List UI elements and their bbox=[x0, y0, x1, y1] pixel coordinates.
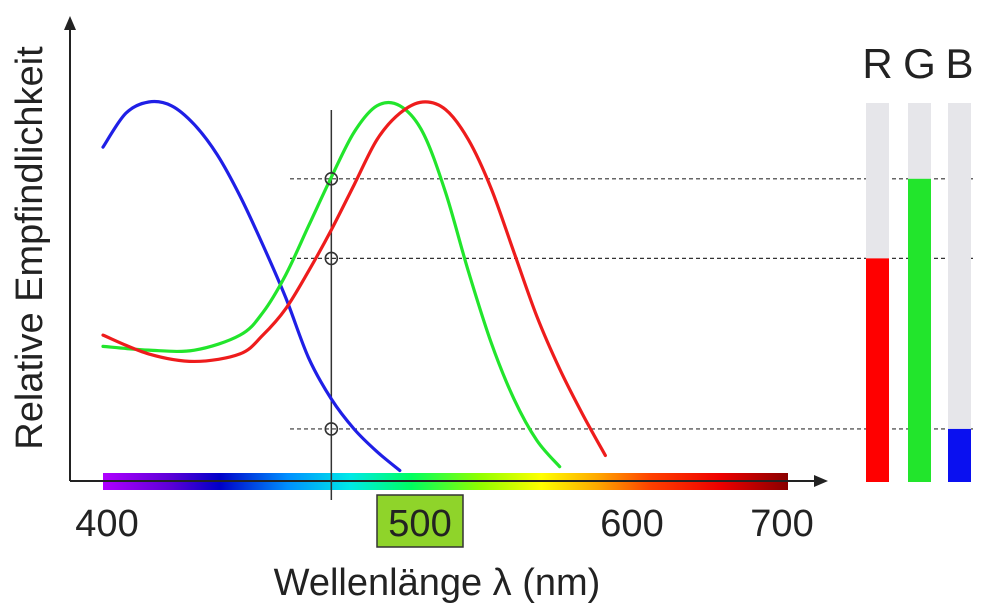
intersection-marker-g bbox=[324, 172, 339, 186]
x-tick-label-400: 400 bbox=[75, 503, 138, 545]
y-axis-title: Relative Empfindlichkeit bbox=[9, 46, 51, 450]
y-axis-arrow bbox=[64, 16, 76, 30]
intersection-markers bbox=[324, 172, 339, 436]
x-axis-title: Wellenlänge λ (nm) bbox=[274, 562, 601, 604]
bar-track-b bbox=[948, 103, 971, 482]
highlight-tick-box bbox=[376, 494, 464, 548]
bar-fill-b bbox=[948, 428, 971, 482]
intersection-marker-b bbox=[324, 422, 339, 436]
green-sensitivity-curve bbox=[101, 100, 562, 469]
x-tick-label-700: 700 bbox=[750, 503, 813, 545]
red-sensitivity-curve bbox=[101, 100, 607, 458]
guide-lines bbox=[290, 178, 975, 430]
bar-label-r: R bbox=[862, 40, 892, 87]
bar-label-g: G bbox=[903, 40, 936, 87]
sensitivity-curves bbox=[101, 99, 607, 473]
x-tick-label-600: 600 bbox=[600, 503, 663, 545]
x-tick-labels: 400 500 600 700 bbox=[75, 494, 814, 548]
x-axis-arrow bbox=[814, 475, 828, 487]
blue-sensitivity-curve bbox=[101, 99, 402, 473]
x-tick-label-500: 500 bbox=[388, 503, 451, 545]
bar-fill-g bbox=[908, 178, 931, 483]
intersection-marker-r bbox=[324, 251, 339, 266]
bar-label-b: B bbox=[945, 40, 973, 87]
bar-fill-r bbox=[866, 258, 889, 482]
